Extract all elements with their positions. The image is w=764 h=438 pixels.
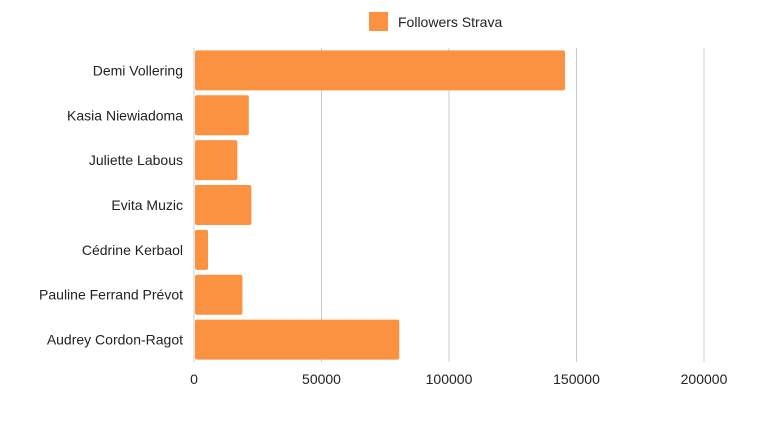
x-tick-label: 150000 bbox=[553, 371, 600, 387]
category-label: Kasia Niewiadoma bbox=[67, 107, 183, 123]
legend-label: Followers Strava bbox=[398, 14, 502, 30]
x-tick-label: 200000 bbox=[681, 371, 728, 387]
x-tick-label: 50000 bbox=[302, 371, 341, 387]
category-label: Pauline Ferrand Prévot bbox=[39, 287, 183, 303]
category-label: Cédrine Kerbaol bbox=[82, 242, 183, 258]
category-label: Audrey Cordon-Ragot bbox=[47, 332, 183, 348]
bar[interactable] bbox=[195, 274, 243, 315]
bar[interactable] bbox=[195, 229, 209, 270]
x-tick-label: 0 bbox=[190, 371, 198, 387]
bar[interactable] bbox=[195, 50, 566, 91]
bars bbox=[195, 50, 566, 360]
bar[interactable] bbox=[195, 95, 249, 136]
x-tick-label: 100000 bbox=[426, 371, 473, 387]
category-label: Demi Vollering bbox=[93, 62, 183, 78]
bar[interactable] bbox=[195, 140, 238, 181]
x-tick-labels: 0 50000 100000 150000 200000 bbox=[190, 371, 727, 387]
bar[interactable] bbox=[195, 185, 252, 225]
legend-swatch bbox=[369, 12, 388, 31]
category-labels: Demi Vollering Kasia Niewiadoma Juliette L… bbox=[39, 62, 183, 347]
category-label: Evita Muzic bbox=[111, 197, 183, 213]
category-label: Juliette Labous bbox=[89, 152, 183, 168]
bar[interactable] bbox=[195, 319, 400, 360]
gridlines bbox=[321, 48, 705, 362]
legend[interactable]: Followers Strava bbox=[369, 12, 502, 31]
